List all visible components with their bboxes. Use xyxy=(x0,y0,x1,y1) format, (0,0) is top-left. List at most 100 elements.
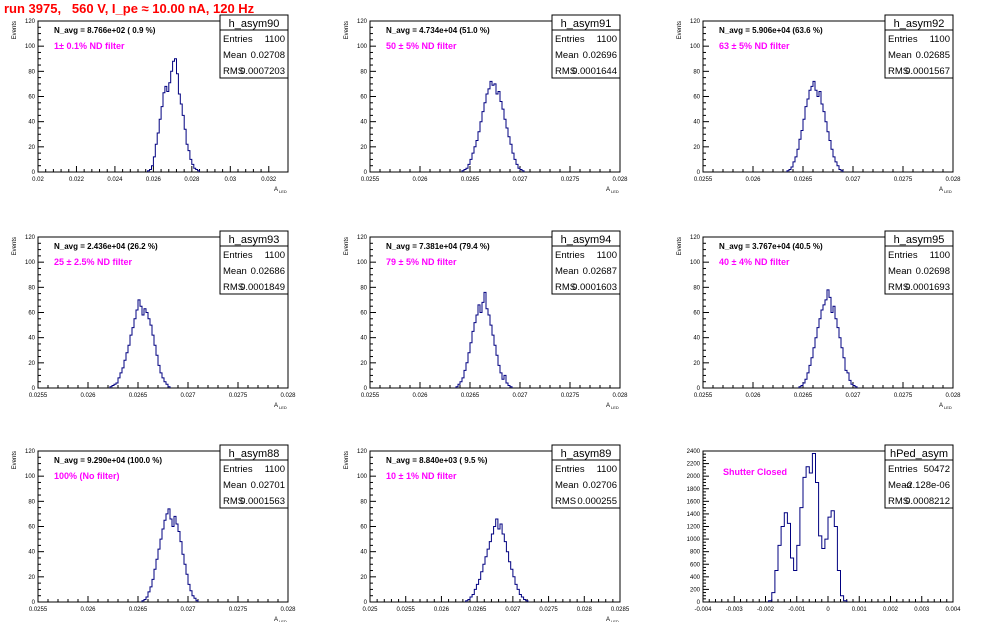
y-tick-label: 120 xyxy=(25,19,36,25)
y-tick-label: 100 xyxy=(25,44,36,50)
stats-mean-label: Mean xyxy=(888,266,912,277)
y-tick-label: 1600 xyxy=(687,499,701,505)
filter-annotation: 25 ± 2.5% ND filter xyxy=(54,257,132,267)
y-tick-label: 0 xyxy=(364,170,368,176)
stats-entries-value: 50472 xyxy=(924,464,950,475)
stats-mean-value: 0.02687 xyxy=(583,266,617,277)
y-axis-label: Events xyxy=(677,237,683,255)
y-tick-label: 100 xyxy=(25,474,36,480)
stats-mean-value: 0.02685 xyxy=(916,50,950,61)
y-tick-label: 80 xyxy=(360,285,367,291)
stats-rms-label: RMS xyxy=(555,496,576,507)
y-tick-label: 20 xyxy=(28,145,35,151)
stats-rms-label: RMS xyxy=(888,496,909,507)
y-tick-label: 0 xyxy=(32,386,36,392)
y-axis-label: Events xyxy=(344,21,350,39)
y-tick-label: 100 xyxy=(690,44,701,50)
histogram-line xyxy=(461,80,525,172)
y-tick-label: 40 xyxy=(693,336,700,342)
stats-rms-label: RMS xyxy=(223,496,244,507)
y-tick-label: 40 xyxy=(360,120,367,126)
y-tick-label: 120 xyxy=(357,235,368,241)
stats-rms-value: 0.0001693 xyxy=(905,282,950,293)
stats-rms-label: RMS xyxy=(555,66,576,77)
stats-box xyxy=(551,444,621,509)
x-tick-label: 0.0255 xyxy=(397,607,416,613)
histogram-line xyxy=(786,80,844,172)
y-tick-label: 40 xyxy=(28,336,35,342)
y-axis-label: Events xyxy=(677,21,683,39)
histogram-line xyxy=(147,58,200,172)
x-tick-label: 0.0265 xyxy=(794,393,813,399)
x-tick-label: 0.025 xyxy=(362,607,378,613)
x-tick-label: 0.0275 xyxy=(561,177,580,183)
stats-mean-value: 0.02686 xyxy=(251,266,285,277)
x-tick-label: 0.0255 xyxy=(361,393,380,399)
x-tick-label: 0.0255 xyxy=(29,393,48,399)
x-axis-label: A xyxy=(274,617,278,622)
y-tick-label: 20 xyxy=(28,575,35,581)
y-tick-label: 1400 xyxy=(687,512,701,518)
x-tick-label: 0.0255 xyxy=(694,177,713,183)
y-tick-label: 80 xyxy=(360,499,367,505)
stats-box xyxy=(884,14,954,79)
stats-box xyxy=(884,230,954,295)
x-axis-label: A xyxy=(939,403,943,409)
histogram-name: h_asym92 xyxy=(894,18,945,30)
x-tick-label: -0.001 xyxy=(788,607,806,613)
x-axis-label-subscript: LED xyxy=(611,619,619,622)
stats-entries-label: Entries xyxy=(888,34,918,45)
n-avg-label: N_avg = 2.436e+04 (26.2 %) xyxy=(54,242,158,251)
x-tick-label: 0.0265 xyxy=(129,607,148,613)
filter-annotation: 1± 0.1% ND filter xyxy=(54,41,125,51)
n-avg-label: N_avg = 4.734e+04 (51.0 %) xyxy=(386,26,490,35)
y-tick-label: 60 xyxy=(693,95,700,101)
y-tick-label: 20 xyxy=(360,361,367,367)
stats-entries-label: Entries xyxy=(555,34,585,45)
stats-mean-value: 0.02696 xyxy=(583,50,617,61)
stats-mean-value: -2.128e-06 xyxy=(904,480,950,491)
x-tick-label: 0.0285 xyxy=(611,607,630,613)
n-avg-label: N_avg = 7.381e+04 (79.4 %) xyxy=(386,242,490,251)
y-tick-label: 100 xyxy=(357,474,368,480)
x-tick-label: 0.027 xyxy=(512,393,528,399)
x-tick-label: 0.024 xyxy=(107,177,123,183)
stats-entries-label: Entries xyxy=(555,250,585,261)
y-tick-label: 0 xyxy=(697,600,701,606)
stats-box xyxy=(219,444,289,509)
y-tick-label: 100 xyxy=(690,260,701,266)
x-tick-label: 0.0275 xyxy=(894,393,913,399)
y-tick-label: 20 xyxy=(360,145,367,151)
x-tick-label: 0.004 xyxy=(945,607,961,613)
filter-annotation: 40 ± 4% ND filter xyxy=(719,257,790,267)
y-tick-label: 20 xyxy=(28,361,35,367)
stats-entries-value: 1100 xyxy=(930,250,950,261)
stats-rms-value: 0.0001603 xyxy=(572,282,617,293)
x-tick-label: 0.027 xyxy=(845,393,861,399)
y-tick-label: 1000 xyxy=(687,537,701,543)
y-tick-label: 0 xyxy=(364,600,368,606)
x-axis-label-subscript: LED xyxy=(944,189,952,194)
y-tick-label: 20 xyxy=(693,145,700,151)
y-axis-label: Events xyxy=(12,21,18,39)
n-avg-label: N_avg = 8.766e+02 ( 0.9 %) xyxy=(54,26,156,35)
x-tick-label: 0.028 xyxy=(280,607,296,613)
stats-box xyxy=(219,14,289,79)
stats-mean-label: Mean xyxy=(555,266,579,277)
x-tick-label: 0.022 xyxy=(69,177,85,183)
y-tick-label: 80 xyxy=(693,285,700,291)
stats-rms-value: 0.000255 xyxy=(577,496,617,507)
stats-entries-label: Entries xyxy=(888,250,918,261)
x-tick-label: 0.026 xyxy=(745,177,761,183)
y-tick-label: 0 xyxy=(32,600,36,606)
filter-annotation: 10 ± 1% ND filter xyxy=(386,471,457,481)
x-tick-label: 0.0275 xyxy=(229,393,248,399)
y-tick-label: 120 xyxy=(690,19,701,25)
x-tick-label: 0.028 xyxy=(945,177,961,183)
y-tick-label: 40 xyxy=(28,120,35,126)
x-axis-label: A xyxy=(274,403,278,409)
y-tick-label: 80 xyxy=(693,69,700,75)
x-tick-label: 0.0275 xyxy=(229,607,248,613)
histogram-name: h_asym93 xyxy=(229,234,280,246)
x-tick-label: 0.0265 xyxy=(794,177,813,183)
